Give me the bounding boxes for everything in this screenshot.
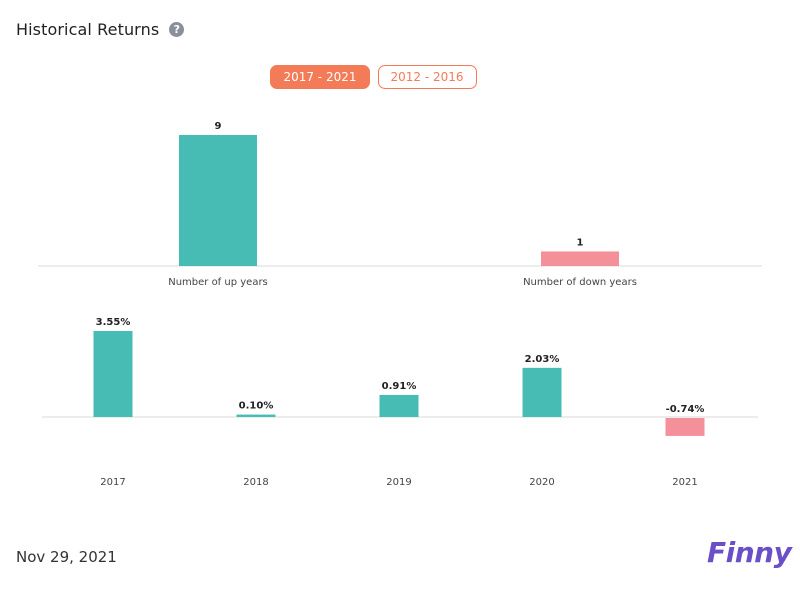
year-label: 2018 (243, 477, 268, 488)
bar-2021 (665, 418, 705, 436)
year-label: 2017 (100, 477, 125, 488)
category-label: Number of down years (523, 277, 637, 288)
data-label: 2.03% (525, 354, 560, 365)
year-label: 2020 (529, 477, 554, 488)
year-label: 2019 (386, 477, 411, 488)
data-label: 0.10% (239, 401, 274, 412)
data-label: 0.91% (382, 381, 417, 392)
bar-2020 (522, 367, 562, 417)
tab-2017-2021[interactable]: 2017 - 2021 (270, 65, 370, 89)
data-label: -0.74% (666, 404, 705, 415)
data-label: 9 (215, 121, 222, 132)
page-title: Historical Returns (16, 20, 160, 39)
period-tabs: 2017 - 2021 2012 - 2016 (0, 65, 800, 89)
as-of-date: Nov 29, 2021 (16, 548, 117, 566)
bar-up-years (179, 135, 257, 266)
header: Historical Returns ? (16, 20, 185, 39)
year-label: 2021 (672, 477, 697, 488)
category-label: Number of up years (168, 277, 268, 288)
help-icon[interactable]: ? (169, 22, 185, 37)
data-label: 1 (577, 237, 584, 248)
finny-logo: Finny (707, 536, 792, 569)
tab-2012-2016[interactable]: 2012 - 2016 (377, 65, 477, 89)
bar-2019 (379, 394, 419, 417)
bar-2018 (236, 414, 276, 417)
bar-down-years (541, 251, 619, 266)
bar-2017 (93, 331, 133, 417)
data-label: 3.55% (96, 317, 131, 328)
